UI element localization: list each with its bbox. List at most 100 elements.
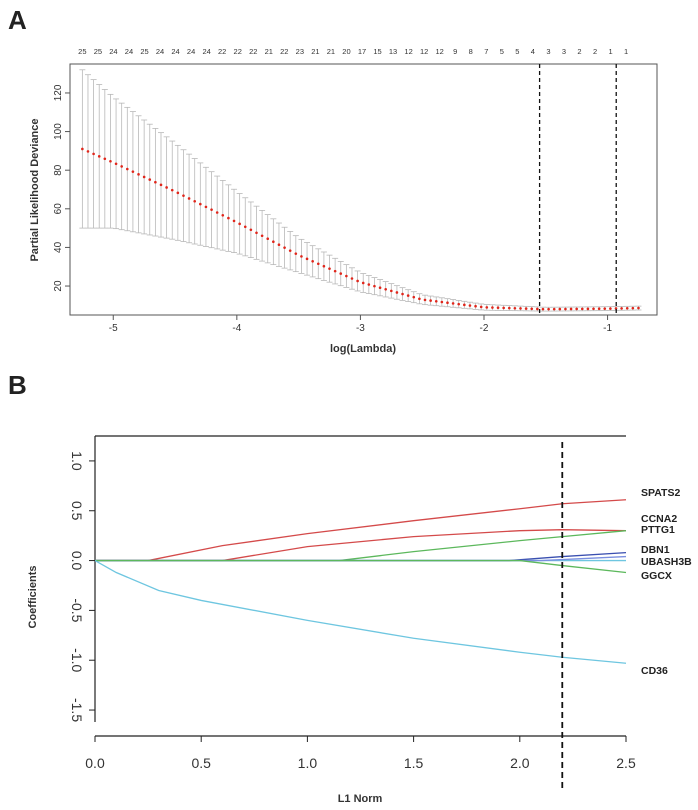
top-axis-label: 4	[531, 47, 535, 56]
data-point	[238, 222, 241, 226]
top-axis-label: 12	[420, 47, 428, 56]
data-point	[423, 298, 427, 302]
data-point	[249, 228, 253, 232]
x-tick-label: -3	[356, 323, 365, 334]
data-point	[137, 173, 140, 176]
data-point	[311, 259, 314, 263]
data-point	[575, 307, 578, 311]
top-axis-label: 12	[404, 47, 412, 56]
top-axis-label: 15	[373, 47, 381, 56]
top-axis-label: 5	[500, 47, 504, 56]
data-point	[401, 292, 404, 296]
data-point	[221, 214, 225, 217]
data-point	[463, 303, 466, 307]
data-point	[429, 299, 432, 302]
top-axis-label: 3	[562, 47, 566, 56]
top-axis-label: 7	[484, 47, 488, 56]
panel-a-vlines	[538, 64, 617, 315]
top-axis-label: 1	[624, 47, 628, 56]
top-axis-label: 1	[608, 47, 612, 56]
data-point	[345, 274, 348, 278]
series-line-ggcx	[95, 559, 627, 574]
data-point	[367, 283, 371, 286]
top-axis-label: 2	[577, 47, 581, 56]
y-tick-label: -0.5	[69, 598, 85, 622]
data-point	[339, 272, 343, 275]
panel-a-frame	[69, 63, 658, 316]
panel-b-letter: B	[8, 370, 27, 400]
y-tick-label: 0.5	[69, 501, 85, 521]
data-point	[390, 289, 393, 293]
top-axis-label: 25	[78, 47, 86, 56]
data-point	[114, 162, 118, 166]
data-point	[210, 208, 213, 211]
panel-b-x-label: L1 Norm	[338, 793, 383, 805]
data-point	[350, 277, 354, 280]
data-point	[272, 240, 275, 244]
panel-a-top-axis: 25 25 24 24 25 24 24 24 24 22 22 22 21 22 23 21 21 20 17 15…	[78, 47, 628, 56]
data-point	[552, 307, 556, 311]
gene-label-spats2: SPATS2	[641, 487, 680, 499]
data-point	[300, 255, 303, 258]
panel-a-y-axis: 20 40 60 80 100 120	[53, 84, 70, 292]
gene-label-dbn1: DBN1	[641, 544, 670, 556]
data-point	[154, 180, 157, 184]
data-point	[255, 231, 258, 235]
data-point	[564, 307, 567, 311]
data-point	[496, 306, 500, 310]
panel-a-points	[81, 147, 640, 311]
data-point	[288, 249, 292, 252]
data-point	[322, 264, 326, 268]
x-tick-label: 2.0	[510, 755, 530, 771]
top-axis-label: 2	[593, 47, 597, 56]
data-point	[361, 281, 365, 285]
data-point	[609, 307, 612, 310]
series-line-spats2	[95, 499, 627, 562]
data-point	[277, 243, 281, 247]
data-point	[519, 307, 522, 310]
panel-a-x-axis: -5 -4 -3 -2 -1	[109, 315, 612, 334]
data-point	[603, 307, 607, 310]
data-point	[586, 307, 590, 311]
data-point	[176, 191, 180, 195]
y-tick-label: 0.0	[69, 551, 85, 571]
data-point	[109, 159, 112, 163]
data-point	[547, 307, 550, 311]
data-point	[182, 194, 185, 197]
gene-label-pttg1: PTTG1	[641, 524, 675, 536]
y-tick-label: 80	[53, 164, 64, 176]
panel-a-letter: A	[8, 5, 27, 35]
panel-b-y-axis: 1.0 0.5 0.0 -0.5 -1.0 -1.5	[69, 451, 95, 722]
y-tick-label: -1.0	[69, 648, 85, 672]
data-point	[283, 246, 286, 249]
data-point	[81, 147, 84, 151]
x-tick-label: 0.0	[85, 755, 105, 771]
data-point	[446, 301, 449, 305]
data-point	[524, 307, 528, 310]
data-point	[631, 306, 635, 310]
data-point	[558, 307, 562, 311]
data-point	[86, 150, 90, 153]
top-axis-label: 22	[249, 47, 257, 56]
top-axis-label: 24	[125, 47, 133, 56]
data-point	[434, 300, 438, 303]
data-point	[97, 155, 101, 158]
data-point	[120, 165, 123, 168]
data-point	[131, 170, 135, 173]
data-point	[328, 267, 331, 270]
top-axis-label: 22	[280, 47, 288, 56]
gene-label-cd36: CD36	[641, 665, 668, 677]
series-line-cd36	[94, 559, 627, 664]
data-point	[507, 306, 511, 310]
data-point	[148, 178, 152, 181]
panel-a-x-label: log(Lambda)	[330, 343, 396, 355]
x-tick-label: 2.5	[616, 755, 636, 771]
panel-b-lines	[94, 499, 627, 664]
data-point	[227, 216, 230, 220]
top-axis-label: 22	[218, 47, 226, 56]
top-axis-label: 20	[342, 47, 350, 56]
